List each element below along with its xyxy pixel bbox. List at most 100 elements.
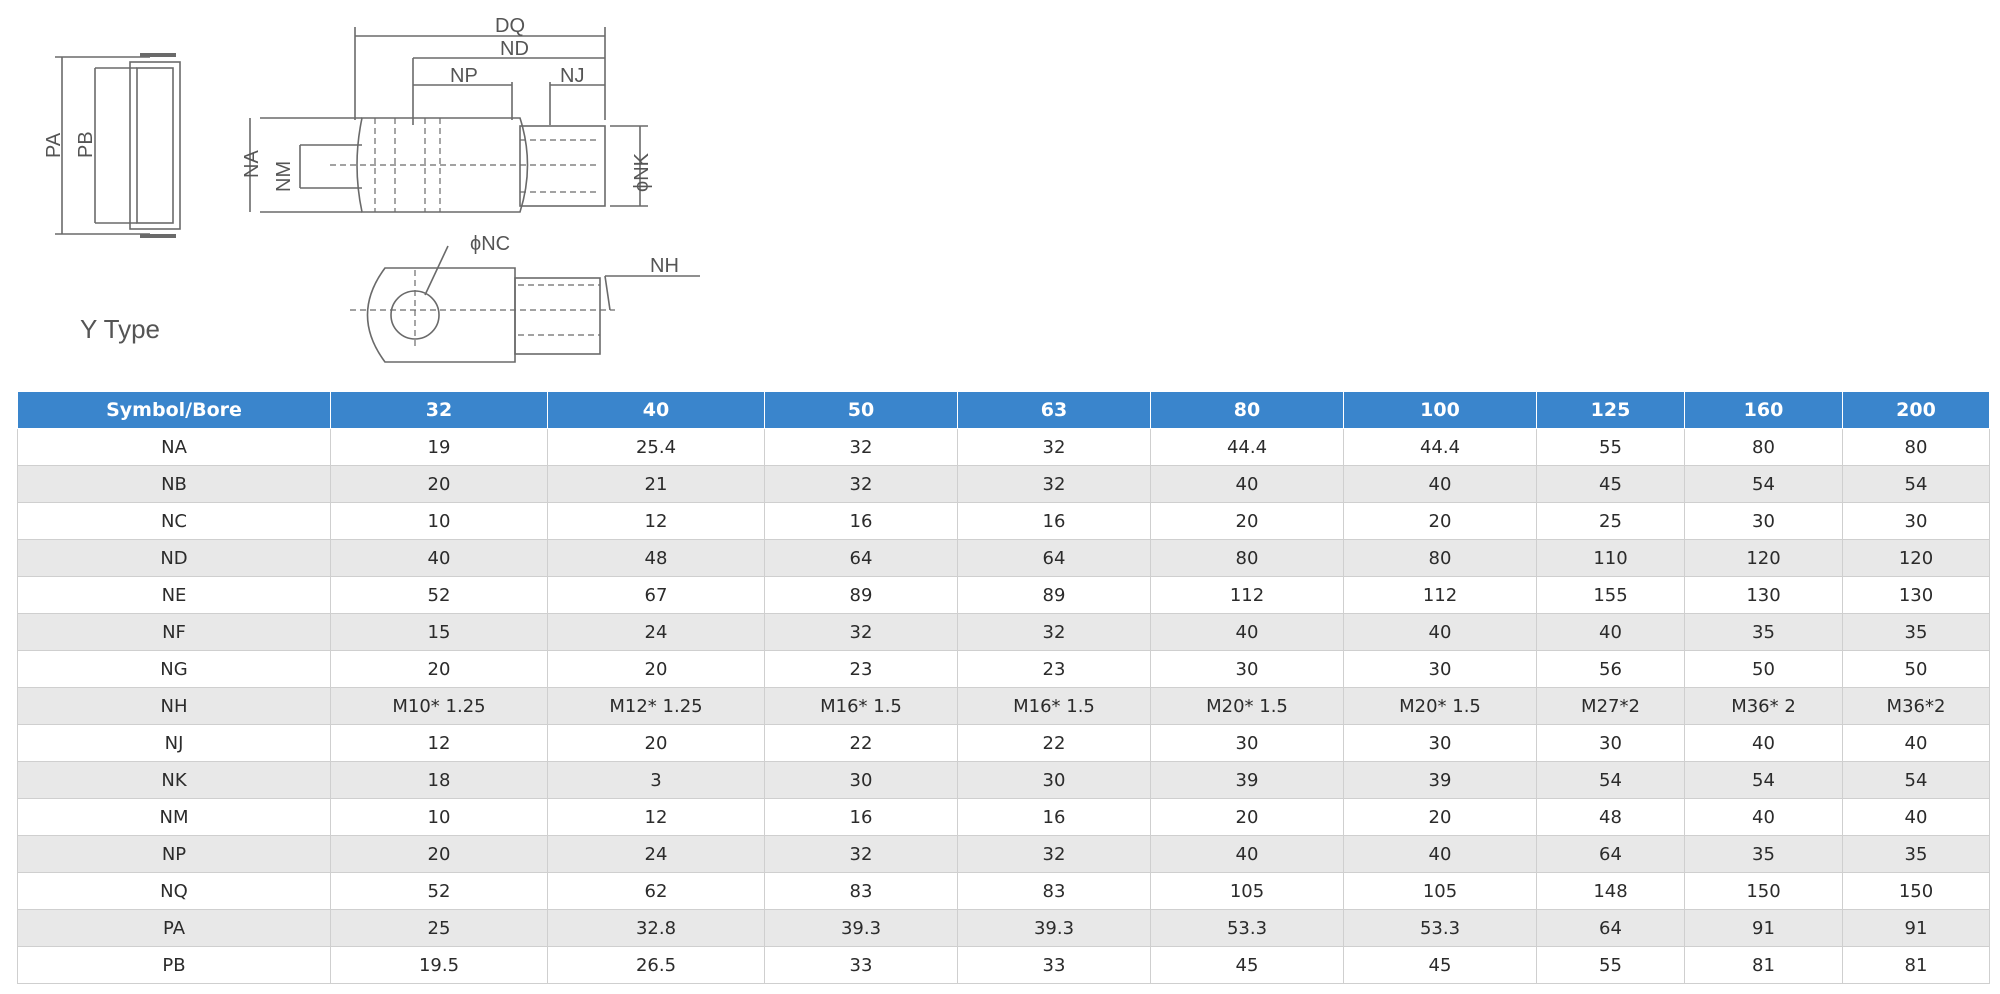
value-cell: 40 (1343, 613, 1537, 651)
value-cell: 16 (957, 798, 1151, 836)
value-cell: 19 (330, 428, 548, 466)
symbol-cell: PA (17, 909, 331, 947)
value-cell: 130 (1684, 576, 1843, 614)
value-cell: M10* 1.25 (330, 687, 548, 725)
value-cell: 40 (1842, 724, 1990, 762)
value-cell: 16 (957, 502, 1151, 540)
np-label: NP (450, 65, 478, 87)
value-cell: 39 (1150, 761, 1344, 799)
y-type-drawing: DQ ND NP NJ ϕNC NH Y Type PA PB NA NM ϕN… (0, 0, 760, 390)
table-row: NQ 52 62 83 83 105 105 148 150 150 (17, 872, 1990, 910)
value-cell: 62 (547, 872, 765, 910)
value-cell: 45 (1150, 946, 1344, 984)
hidden-lines (330, 118, 615, 350)
value-cell: 15 (330, 613, 548, 651)
header-bore: 200 (1842, 391, 1990, 429)
value-cell: 40 (1150, 613, 1344, 651)
value-cell: 18 (330, 761, 548, 799)
nc-label: ϕNC (470, 233, 510, 255)
table-row: PA 25 32.8 39.3 39.3 53.3 53.3 64 91 91 (17, 909, 1990, 947)
value-cell: 12 (330, 724, 548, 762)
value-cell: M20* 1.5 (1343, 687, 1537, 725)
clevis-top-view (249, 27, 648, 213)
value-cell: 44.4 (1150, 428, 1344, 466)
value-cell: 130 (1842, 576, 1990, 614)
value-cell: 64 (1536, 835, 1685, 873)
symbol-cell: NJ (17, 724, 331, 762)
value-cell: 81 (1684, 946, 1843, 984)
header-bore: 125 (1536, 391, 1685, 429)
symbol-cell: NP (17, 835, 331, 873)
pin-drawing (55, 53, 181, 238)
value-cell: 35 (1842, 613, 1990, 651)
clevis-front-view (366, 245, 700, 363)
value-cell: 30 (1343, 724, 1537, 762)
value-cell: 39 (1343, 761, 1537, 799)
nk-label: ϕNK (631, 152, 653, 192)
dq-label: DQ (495, 15, 525, 37)
value-cell: M12* 1.25 (547, 687, 765, 725)
symbol-cell: NK (17, 761, 331, 799)
table-row: NA 19 25.4 32 32 44.4 44.4 55 80 80 (17, 428, 1990, 466)
table-row: NH M10* 1.25 M12* 1.25 M16* 1.5 M16* 1.5 M20*… (17, 687, 1990, 725)
value-cell: 81 (1842, 946, 1990, 984)
value-cell: 110 (1536, 539, 1685, 577)
value-cell: 26.5 (547, 946, 765, 984)
value-cell: 12 (547, 798, 765, 836)
value-cell: 40 (1684, 798, 1843, 836)
y-type-label: Y Type (80, 314, 160, 344)
value-cell: 40 (1842, 798, 1990, 836)
value-cell: 20 (330, 465, 548, 503)
value-cell: 32 (957, 465, 1151, 503)
value-cell: 40 (1150, 835, 1344, 873)
header-bore: 32 (330, 391, 548, 429)
value-cell: 80 (1842, 428, 1990, 466)
value-cell: 83 (764, 872, 958, 910)
value-cell: 25.4 (547, 428, 765, 466)
value-cell: 105 (1150, 872, 1344, 910)
value-cell: 30 (1150, 724, 1344, 762)
value-cell: 30 (1536, 724, 1685, 762)
na-label: NA (241, 150, 263, 178)
symbol-cell: ND (17, 539, 331, 577)
value-cell: 12 (547, 502, 765, 540)
value-cell: 20 (1150, 798, 1344, 836)
nj-label: NJ (560, 65, 584, 87)
value-cell: 32 (957, 428, 1151, 466)
table-row: NP 20 24 32 32 40 40 64 35 35 (17, 835, 1990, 873)
value-cell: 32 (764, 465, 958, 503)
value-cell: 54 (1842, 465, 1990, 503)
value-cell: M16* 1.5 (957, 687, 1151, 725)
value-cell: M27*2 (1536, 687, 1685, 725)
value-cell: 53.3 (1150, 909, 1344, 947)
symbol-cell: NC (17, 502, 331, 540)
value-cell: 55 (1536, 946, 1685, 984)
value-cell: 148 (1536, 872, 1685, 910)
value-cell: 20 (1343, 502, 1537, 540)
value-cell: 40 (1150, 465, 1344, 503)
value-cell: 112 (1343, 576, 1537, 614)
value-cell: 56 (1536, 650, 1685, 688)
dimension-table: Symbol/Bore 32 40 50 63 80 100 125 160 2… (17, 391, 1990, 984)
value-cell: 16 (764, 502, 958, 540)
value-cell: 23 (957, 650, 1151, 688)
value-cell: 48 (1536, 798, 1685, 836)
value-cell: 32 (764, 613, 958, 651)
value-cell: 40 (1684, 724, 1843, 762)
value-cell: 20 (1343, 798, 1537, 836)
value-cell: 10 (330, 502, 548, 540)
value-cell: 30 (1150, 650, 1344, 688)
value-cell: 54 (1684, 465, 1843, 503)
symbol-cell: NF (17, 613, 331, 651)
value-cell: 32 (957, 835, 1151, 873)
header-bore: 100 (1343, 391, 1537, 429)
symbol-cell: NA (17, 428, 331, 466)
header-bore: 40 (547, 391, 765, 429)
value-cell: 52 (330, 872, 548, 910)
value-cell: 22 (957, 724, 1151, 762)
table-row: PB 19.5 26.5 33 33 45 45 55 81 81 (17, 946, 1990, 984)
value-cell: 20 (330, 835, 548, 873)
value-cell: 52 (330, 576, 548, 614)
value-cell: 45 (1343, 946, 1537, 984)
value-cell: 40 (330, 539, 548, 577)
